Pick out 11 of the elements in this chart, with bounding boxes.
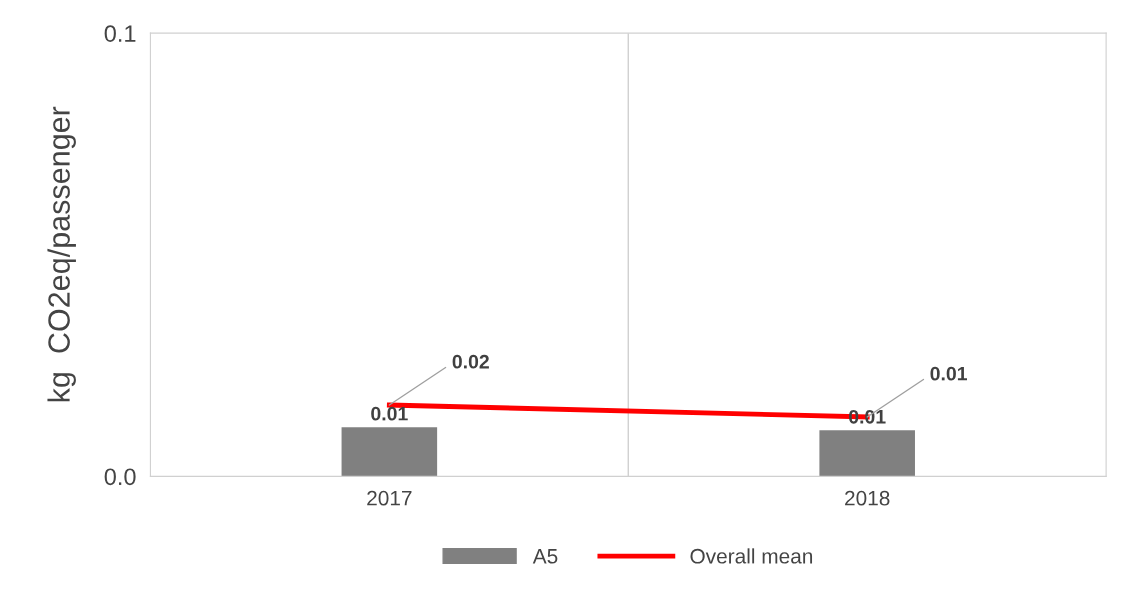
data-label: 0.01 <box>930 366 967 381</box>
y-axis-title: kg CO2eq/passenger <box>47 106 76 402</box>
data-label: 0.01 <box>849 409 886 424</box>
legend-label: Overall mean <box>690 548 813 564</box>
x-tick-label: 2017 <box>367 490 412 506</box>
data-label: 0.02 <box>452 354 489 369</box>
legend-label: A5 <box>532 549 558 564</box>
data-label: 0.01 <box>371 406 408 421</box>
y-tick-label: 0.1 <box>104 25 136 42</box>
y-tick-label: 0.0 <box>104 468 136 486</box>
x-tick-label: 2018 <box>845 490 890 506</box>
